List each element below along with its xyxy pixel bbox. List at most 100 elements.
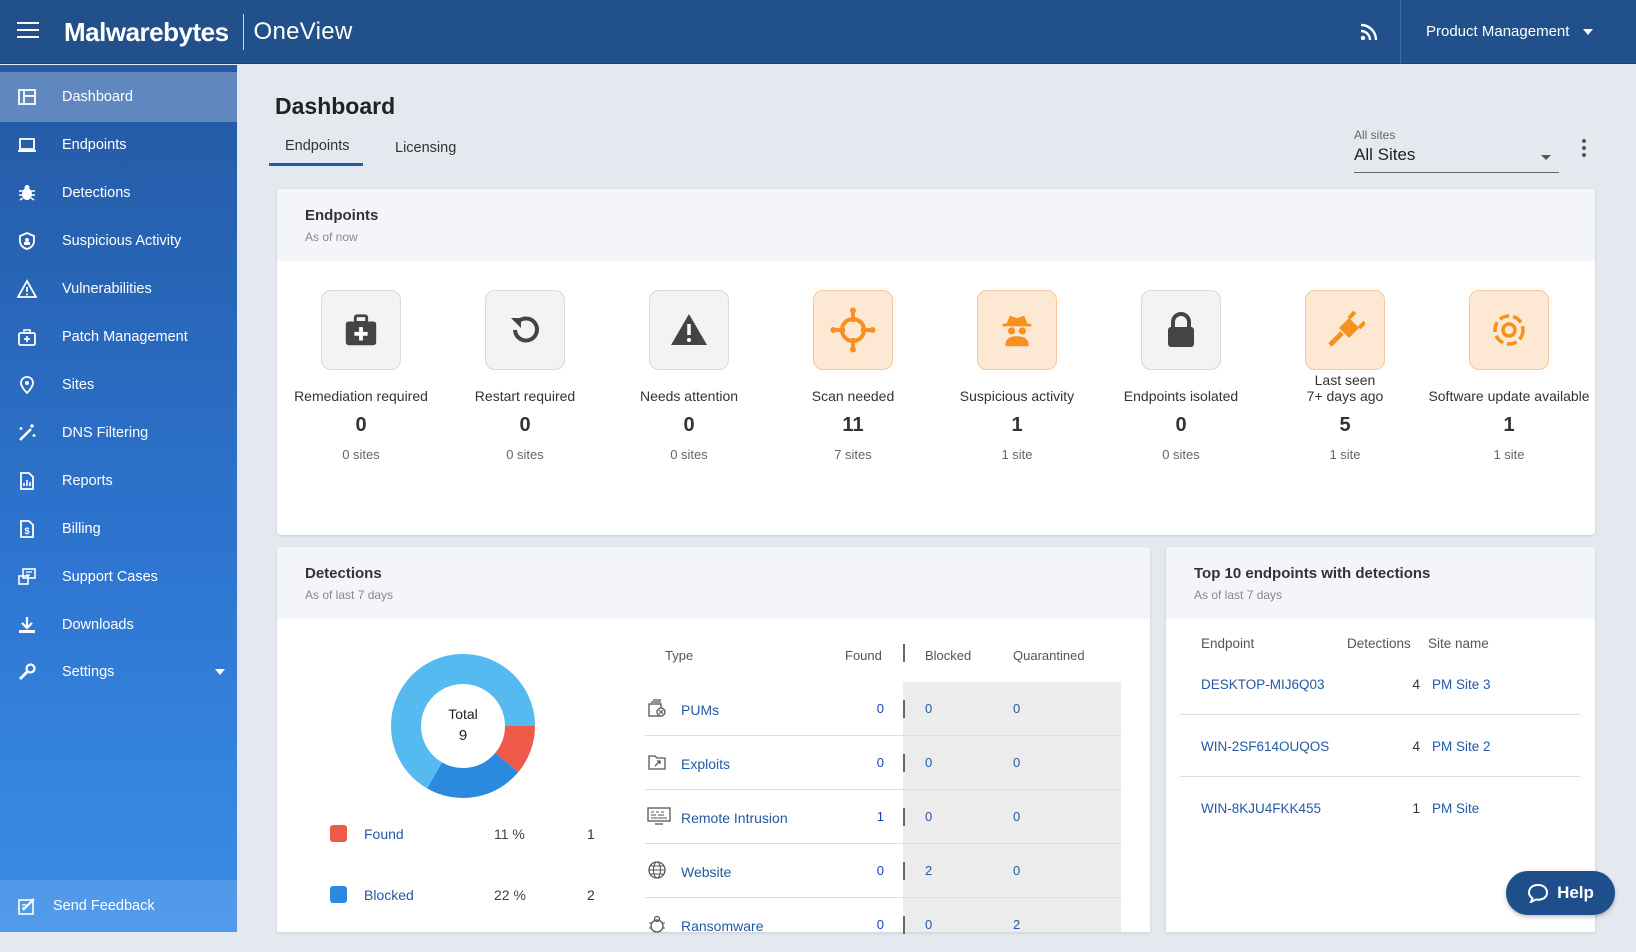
stat-sites: 0 sites — [1162, 447, 1200, 462]
detection-type-link[interactable]: PUMs — [681, 702, 720, 718]
restart-icon — [511, 316, 539, 343]
column-divider — [903, 644, 905, 662]
blocked-count[interactable]: 0 — [925, 917, 933, 932]
more-options-icon[interactable] — [1580, 139, 1588, 161]
donut-center-value: 9 — [458, 727, 468, 744]
donut-segment-quarantined[interactable] — [391, 654, 535, 789]
stat-sites: 0 sites — [342, 447, 380, 462]
site-link[interactable]: PM Site — [1432, 801, 1480, 816]
stat-tile[interactable] — [321, 290, 401, 370]
sidebar-item-label: Billing — [62, 521, 101, 537]
sidebar-item-endpoints[interactable]: Endpoints — [0, 120, 237, 170]
help-button[interactable]: Help — [1506, 871, 1615, 915]
send-feedback-button[interactable]: Send Feedback — [0, 880, 237, 932]
found-count[interactable]: 0 — [876, 755, 884, 770]
column-divider — [903, 700, 905, 718]
blocked-count[interactable]: 2 — [925, 863, 933, 878]
endpoint-link[interactable]: WIN-8KJU4FKK455 — [1201, 801, 1322, 816]
stat-value: 11 — [842, 414, 864, 436]
sidebar-item-downloads[interactable]: Downloads — [0, 600, 237, 650]
support-icon — [18, 568, 36, 585]
svg-text:$: $ — [24, 526, 29, 536]
endpoint-link[interactable]: DESKTOP-MIJ6Q03 — [1201, 677, 1325, 692]
stat-restart-required: Restart required 0 0 sites — [443, 290, 607, 462]
spy-icon — [1002, 315, 1032, 347]
sidebar-item-label: Support Cases — [62, 569, 158, 585]
stat-sites: 1 site — [1329, 447, 1361, 462]
sidebar-item-reports[interactable]: Reports — [0, 456, 237, 506]
blocked-count[interactable]: 0 — [925, 809, 933, 824]
found-count[interactable]: 0 — [876, 917, 884, 932]
account-menu[interactable]: Product Management — [1426, 23, 1594, 40]
stat-label: Last seen 7+ days ago — [1306, 372, 1384, 404]
tab-licensing[interactable]: Licensing — [395, 140, 457, 156]
found-count[interactable]: 0 — [876, 863, 884, 878]
column-header-blocked: Blocked — [925, 648, 972, 663]
chevron-down-icon — [1541, 155, 1551, 160]
legend-count: 1 — [587, 825, 595, 842]
brand-name: Malwarebytes — [64, 16, 229, 47]
stat-tile[interactable] — [1141, 290, 1221, 370]
detection-type-link[interactable]: Remote Intrusion — [681, 810, 788, 826]
blocked-count[interactable]: 0 — [925, 701, 933, 716]
quarantined-count[interactable]: 2 — [1013, 917, 1021, 932]
stat-label: Remediation required — [294, 388, 428, 404]
stat-tile[interactable] — [977, 290, 1057, 370]
stat-tile[interactable] — [813, 290, 893, 370]
detection-type-link[interactable]: Ransomware — [681, 918, 764, 934]
sidebar-item-detections[interactable]: Detections — [0, 168, 237, 218]
detection-type-link[interactable]: Website — [681, 864, 732, 880]
site-filter-select[interactable]: All Sites — [1354, 145, 1559, 173]
dashboard-icon — [18, 89, 36, 105]
stat-needs-attention: Needs attention 0 0 sites — [607, 290, 771, 462]
quarantined-count[interactable]: 0 — [1013, 863, 1021, 878]
help-label: Help — [1557, 883, 1594, 902]
legend-blocked-link[interactable]: Blocked — [364, 886, 414, 903]
top-bar: Malwarebytes OneView Product Management — [0, 0, 1636, 64]
donut-segment-blocked[interactable] — [427, 752, 519, 798]
account-name: Product Management — [1426, 23, 1570, 40]
stat-tile[interactable] — [649, 290, 729, 370]
stat-tile[interactable] — [1469, 290, 1549, 370]
sidebar-item-support-cases[interactable]: Support Cases — [0, 552, 237, 602]
stat-value: 1 — [1503, 414, 1515, 436]
donut-segment-found[interactable] — [494, 725, 535, 773]
top-endpoints-card-subtitle: As of last 7 days — [1194, 588, 1283, 602]
stat-tile[interactable] — [485, 290, 565, 370]
quarantined-count[interactable]: 0 — [1013, 809, 1021, 824]
rss-icon[interactable] — [1359, 22, 1379, 42]
sidebar-item-patch-management[interactable]: Patch Management — [0, 312, 237, 362]
column-header-endpoint: Endpoint — [1201, 636, 1255, 651]
stat-sites: 0 sites — [670, 447, 708, 462]
brand-logo[interactable]: Malwarebytes OneView — [64, 14, 353, 50]
site-link[interactable]: PM Site 2 — [1432, 739, 1491, 754]
legend-found-link[interactable]: Found — [364, 825, 404, 842]
quarantined-count[interactable]: 0 — [1013, 701, 1021, 716]
sidebar-item-vulnerabilities[interactable]: Vulnerabilities — [0, 264, 237, 314]
sidebar-item-suspicious-activity[interactable]: Suspicious Activity — [0, 216, 237, 266]
top-endpoints-card-title: Top 10 endpoints with detections — [1194, 565, 1431, 582]
site-link[interactable]: PM Site 3 — [1432, 677, 1491, 692]
plug-icon — [1328, 310, 1365, 347]
sidebar-item-sites[interactable]: Sites — [0, 360, 237, 410]
quarantined-count[interactable]: 0 — [1013, 755, 1021, 770]
sidebar-item-billing[interactable]: $ Billing — [0, 504, 237, 554]
bug-icon — [19, 185, 35, 201]
detection-count: 1 — [1412, 801, 1420, 816]
blocked-count[interactable]: 0 — [925, 755, 933, 770]
found-count[interactable]: 0 — [876, 701, 884, 716]
sidebar-item-dns-filtering[interactable]: DNS Filtering — [0, 408, 237, 458]
endpoint-link[interactable]: WIN-2SF614OUQOS — [1201, 739, 1330, 754]
tab-endpoints[interactable]: Endpoints — [285, 138, 350, 154]
hamburger-icon[interactable] — [17, 22, 39, 40]
update-gear-icon — [1493, 314, 1525, 346]
detection-type-link[interactable]: Exploits — [681, 756, 731, 772]
stat-sites: 1 site — [1493, 447, 1525, 462]
page-title: Dashboard — [275, 93, 396, 119]
sidebar-item-dashboard[interactable]: Dashboard — [0, 72, 237, 122]
site-filter-label: All sites — [1354, 128, 1396, 142]
sidebar-item-label: Detections — [62, 185, 131, 201]
found-count[interactable]: 1 — [876, 809, 884, 824]
stat-tile[interactable] — [1305, 290, 1385, 370]
sidebar-item-settings[interactable]: Settings — [0, 647, 237, 697]
